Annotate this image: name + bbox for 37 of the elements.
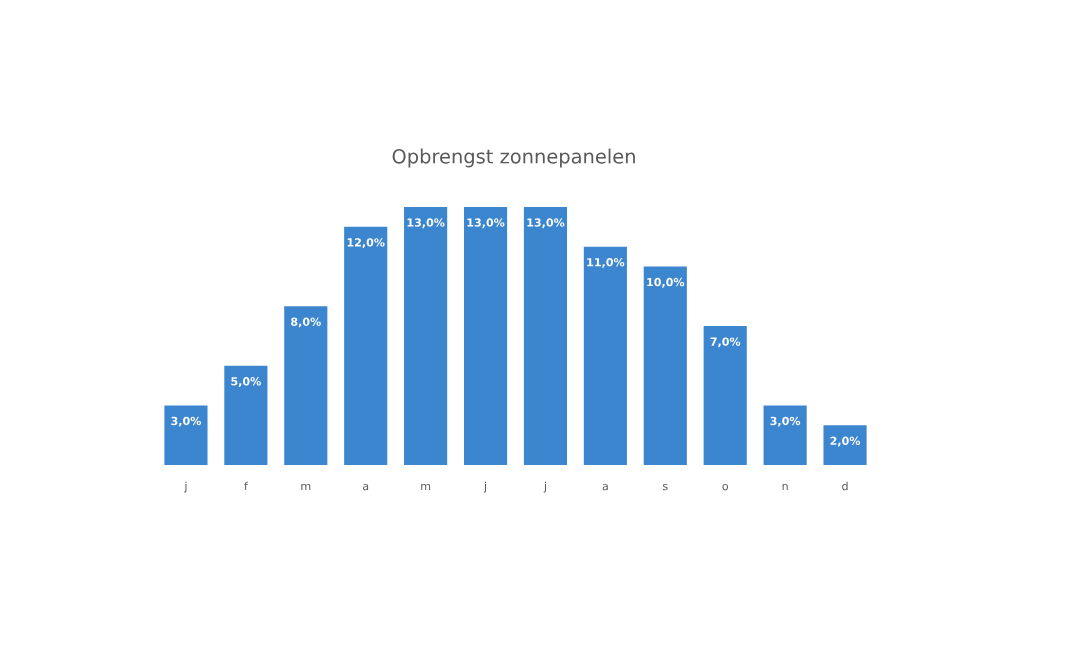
x-tick-label: m — [301, 483, 311, 491]
data-label: 7,0% — [710, 337, 741, 348]
bar — [583, 246, 627, 465]
data-label: 13,0% — [527, 218, 565, 229]
bar — [164, 405, 208, 465]
data-label: 10,0% — [647, 277, 685, 288]
data-label: 2,0% — [830, 436, 861, 447]
data-label: 3,0% — [770, 416, 801, 427]
x-tick-label: d — [842, 481, 848, 491]
x-tick-label: s — [663, 483, 668, 491]
x-tick-label: j — [483, 481, 487, 493]
bar — [643, 266, 687, 465]
data-label: 3,0% — [171, 416, 202, 427]
x-tick-label: j — [184, 481, 187, 493]
chart-title: Opbrengst zonnepanelen — [392, 148, 635, 168]
data-label: 11,0% — [587, 258, 625, 268]
bar — [284, 306, 328, 465]
bar — [703, 326, 747, 465]
bar — [763, 405, 807, 465]
x-tick-label: j — [543, 481, 546, 493]
data-label: 12,0% — [347, 238, 385, 248]
x-tick-label: f — [244, 481, 249, 491]
bar — [404, 207, 448, 465]
x-tick-label: m — [421, 483, 431, 491]
bar — [523, 207, 568, 465]
x-tick-label: n — [782, 483, 788, 491]
bar — [463, 207, 508, 465]
bar — [224, 365, 268, 465]
bar — [344, 226, 388, 465]
data-label: 8,0% — [291, 317, 321, 328]
x-tick-label: a — [602, 483, 608, 491]
data-label: 5,0% — [231, 377, 261, 387]
data-label: 13,0% — [407, 218, 445, 229]
x-tick-label: o — [722, 483, 728, 491]
data-label: 13,0% — [467, 218, 505, 229]
x-tick-label: a — [362, 483, 369, 491]
bar — [823, 425, 867, 465]
